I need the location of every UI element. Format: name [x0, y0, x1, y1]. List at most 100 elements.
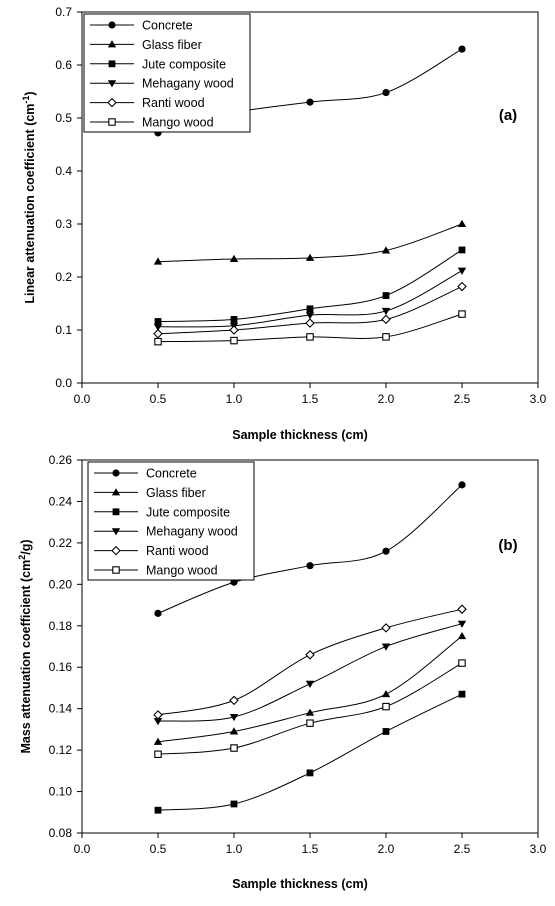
legend: Concrete Glass fiber Jute composite Mehagan…	[87, 461, 255, 581]
data-point	[381, 307, 391, 316]
data-point	[458, 45, 466, 53]
data-point	[229, 254, 239, 262]
data-point	[305, 650, 315, 660]
x-tick-label: 0.0	[74, 392, 91, 406]
y-tick-label: 0.6	[55, 58, 72, 72]
panel-label: (a)	[499, 107, 517, 124]
x-tick-label: 3.0	[530, 392, 547, 406]
data-point	[381, 689, 391, 698]
legend-label: Mehagany wood	[142, 77, 234, 91]
data-point	[153, 710, 163, 720]
data-point	[230, 744, 238, 752]
legend-label: Ranti wood	[146, 544, 209, 558]
series-mango-wood	[154, 310, 466, 346]
data-point	[154, 750, 162, 759]
legend-marker	[107, 40, 117, 48]
data-point	[382, 702, 390, 711]
legend-label: Mehagany wood	[146, 525, 238, 539]
y-axis-label-sup: -1	[21, 96, 31, 104]
series-ranti-wood	[153, 281, 467, 339]
data-point	[457, 620, 467, 628]
x-tick-label: 0.5	[150, 392, 167, 406]
x-tick-label: 1.5	[302, 842, 319, 856]
legend-marker	[108, 60, 116, 68]
legend: Concrete Glass fiber Jute composite Mehagan…	[83, 13, 251, 133]
data-point	[382, 333, 390, 341]
y-tick-label: 0.20	[49, 577, 73, 591]
legend-marker	[107, 80, 117, 88]
legend-label: Glass fiber	[142, 38, 202, 52]
data-point	[230, 336, 238, 345]
data-point	[458, 481, 466, 489]
legend-label: Glass fiber	[146, 486, 206, 500]
data-point	[229, 713, 239, 722]
x-tick-label: 1.0	[226, 392, 243, 406]
data-point	[154, 806, 162, 814]
data-point	[306, 562, 314, 570]
series-mango-wood	[154, 659, 466, 759]
y-axis-label: Linear attenuation coefficient (cm-1)	[21, 91, 37, 303]
data-point	[306, 333, 314, 341]
y-tick-label: 0.22	[49, 536, 73, 550]
y-tick-label: 0.5	[55, 111, 72, 125]
data-point	[381, 623, 391, 633]
y-tick-label: 0.1	[55, 323, 72, 337]
series-mehagany-wood	[153, 620, 467, 726]
y-axis-label-tail: /g)	[19, 539, 33, 554]
y-axis-label-sup: 2	[17, 555, 27, 560]
data-point	[382, 88, 390, 97]
data-point	[305, 708, 315, 716]
data-point	[153, 737, 163, 745]
x-axis-label: Sample thickness (cm)	[232, 428, 367, 442]
legend-marker	[112, 508, 120, 516]
legend-marker	[107, 97, 117, 108]
series-jute-composite	[154, 246, 466, 325]
data-point	[381, 643, 391, 651]
data-point	[382, 547, 390, 555]
y-tick-label: 0.16	[49, 660, 73, 674]
data-point	[457, 267, 467, 275]
series-glass-fiber	[153, 219, 467, 265]
data-point	[230, 800, 238, 808]
series-ranti-wood	[153, 604, 467, 720]
y-tick-label: 0.14	[49, 702, 73, 716]
y-axis-label-main: Linear attenuation coefficient (cm	[23, 104, 37, 304]
series-glass-fiber	[153, 631, 467, 745]
data-point	[457, 604, 467, 614]
legend-box	[87, 461, 255, 581]
x-axis-label: Sample thickness (cm)	[232, 877, 367, 891]
data-point	[306, 769, 314, 777]
y-tick-label: 0.10	[49, 785, 73, 799]
data-point	[229, 727, 239, 735]
legend-marker	[112, 566, 120, 574]
data-point	[458, 659, 466, 667]
data-point	[458, 310, 466, 318]
data-point	[305, 253, 315, 261]
legend-label: Mango wood	[142, 116, 214, 130]
y-axis-label: Mass attenuation coefficient (cm2/g)	[17, 539, 33, 753]
legend-marker	[108, 21, 116, 29]
legend-label: Mango wood	[146, 564, 218, 578]
data-point	[153, 328, 163, 339]
data-point	[458, 246, 466, 254]
data-point	[381, 246, 391, 254]
data-point	[154, 609, 162, 617]
chart-panel-a: 0.0 0.5 1.0 1.5 2.0 2.5 3.0 0.0 0.1 0.2 0.3 0.4 0.5 0…	[21, 5, 547, 442]
y-axis-label-tail: )	[23, 91, 37, 95]
data-point	[457, 219, 467, 227]
data-point	[153, 718, 163, 726]
data-point	[306, 305, 314, 313]
legend-marker	[112, 469, 120, 477]
legend-label: Jute composite	[142, 57, 226, 71]
legend-box	[83, 13, 251, 133]
y-tick-label: 0.7	[55, 5, 72, 19]
x-tick-label: 2.5	[454, 392, 471, 406]
legend-label: Jute composite	[146, 505, 230, 519]
y-tick-label: 0.4	[55, 164, 72, 178]
y-axis-label-main: Mass attenuation coefficient (cm	[19, 560, 33, 754]
y-tick-label: 0.0	[55, 376, 72, 390]
x-tick-label: 0.0	[74, 842, 91, 856]
